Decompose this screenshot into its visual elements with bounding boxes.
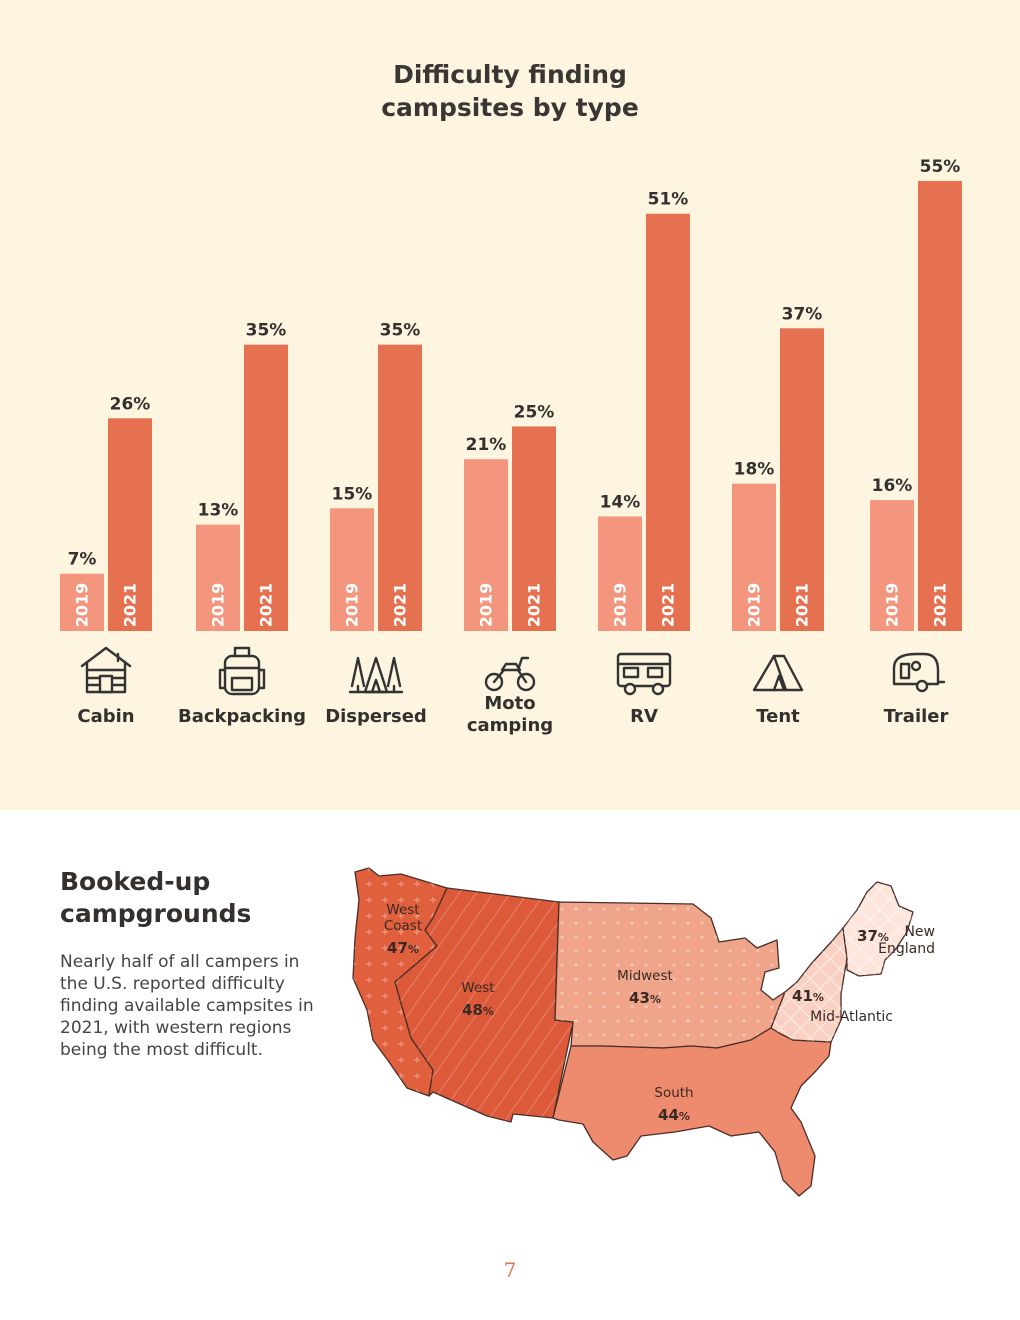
series-label: 2019 [343,583,362,628]
region-texture [395,888,573,1122]
tent-icon [752,654,804,692]
rv-icon [616,652,672,696]
bar-2019-1 [196,524,240,631]
series-label: 2019 [883,583,902,628]
map-region-value: 47% [387,939,419,957]
data-label: 35% [380,321,421,341]
series-label: 2019 [745,583,764,628]
category-label: Cabin [77,706,134,727]
data-label: 26% [110,394,151,414]
bar-2021-1 [244,344,288,631]
bar-2021-2 [378,344,422,631]
series-label: 2021 [793,583,812,628]
category-label: Trailer [884,706,949,727]
data-label: 35% [246,321,287,341]
series-label: 2021 [121,583,140,628]
series-label: 2021 [391,583,410,628]
data-label: 51% [648,190,689,210]
category-label: camping [467,715,553,736]
bar-2021-4 [646,213,690,631]
data-label: 18% [734,460,775,480]
data-label: 37% [782,304,823,324]
chart-title: Difficulty finding campsites by type [0,58,1020,124]
bar-2019-6 [870,500,914,631]
map-region-value: 37% [857,927,889,945]
category-label: Dispersed [325,706,427,727]
bar-2019-5 [732,483,776,631]
map-region-label: Coast [384,918,422,934]
chart-panel [0,0,1020,810]
data-label: 16% [872,476,913,496]
region-texture [843,882,913,976]
series-label: 2019 [477,583,496,628]
map-region-label: South [654,1085,693,1101]
bar-chart: 7% 2019 26% 2021 Cabin 13% 2019 35% 2021 Backpack… [60,157,962,736]
map-region-label: Midwest [617,968,673,984]
trailer-icon [892,652,946,693]
bar-2021-0 [108,418,152,631]
category-label: Tent [756,706,800,727]
series-label: 2019 [73,583,92,628]
map-region-value: 43% [629,989,661,1007]
region-south [552,1027,832,1197]
page-number: 7 [503,1258,517,1282]
map-region-label: New [904,924,935,940]
booked-title-line-1: Booked-up [60,867,211,896]
bar-2021-5 [780,328,824,631]
data-label: 15% [332,484,373,504]
series-label: 2021 [659,583,678,628]
cabin-icon [80,646,132,694]
data-label: 14% [600,492,641,512]
bar-2019-3 [464,459,508,631]
data-label: 13% [198,501,239,521]
backpack-icon [218,646,266,696]
bar-2019-2 [330,508,374,631]
series-label: 2019 [209,583,228,628]
dispersed-trees-icon [348,656,404,694]
category-label: RV [630,706,658,727]
map-region-label: Mid-Atlantic [810,1009,893,1025]
series-label: 2019 [611,583,630,628]
chart-title-line-1: Difficulty finding [393,60,627,89]
data-label: 7% [68,550,97,570]
chart-title-line-2: campsites by type [381,93,639,122]
us-regions-map: WestCoast47%West48%Midwest43%South44%Mid… [352,867,935,1197]
booked-description: Nearly half of all campers in the U.S. r… [60,952,314,1060]
bar-2019-0 [60,573,104,631]
data-label: 25% [514,402,555,422]
region-texture [353,868,447,1096]
region-texture [771,928,847,1042]
map-region-label: West [461,980,494,996]
category-label: Backpacking [178,706,306,727]
bar-2019-4 [598,516,642,631]
motorcycle-icon [484,656,536,692]
data-label: 21% [466,435,507,455]
series-label: 2021 [257,583,276,628]
booked-title-line-2: campgrounds [60,899,252,928]
map-region-value: 48% [462,1001,494,1019]
bar-2021-3 [512,426,556,631]
data-label: 55% [920,157,961,177]
series-label: 2021 [525,583,544,628]
series-label: 2021 [931,583,950,628]
map-region-value: 41% [792,987,824,1005]
bar-2021-6 [918,181,962,631]
map-region-label: England [878,941,935,957]
region-texture [555,902,785,1048]
category-label: Moto [484,693,535,714]
booked-title: Booked-up campgrounds [60,866,251,930]
map-region-value: 44% [658,1106,690,1124]
map-region-label: West [386,902,419,918]
